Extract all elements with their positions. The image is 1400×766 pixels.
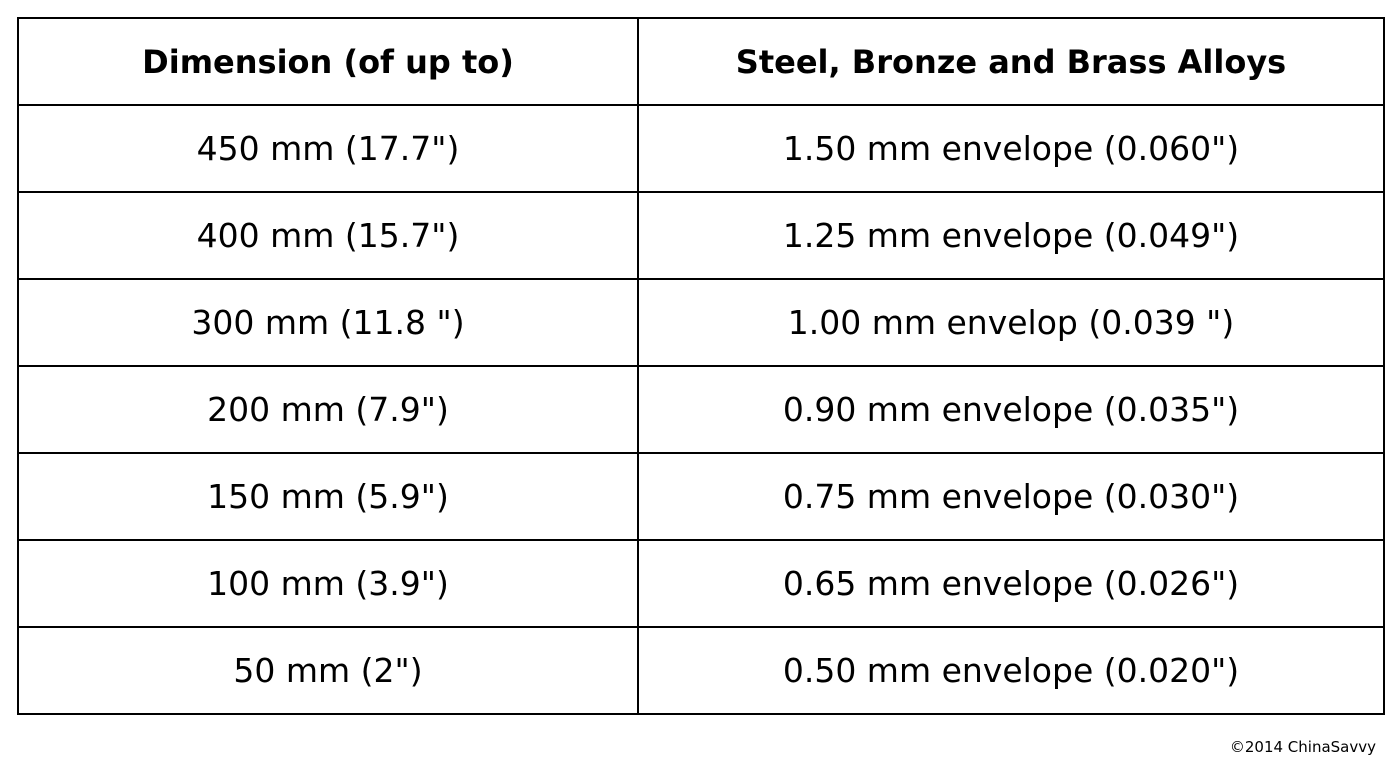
- dimension-cell: 50 mm (2"): [17, 626, 639, 715]
- dimension-cell: 450 mm (17.7"): [17, 104, 639, 193]
- dimension-cell: 200 mm (7.9"): [17, 365, 639, 454]
- table-row: 100 mm (3.9") 0.65 mm envelope (0.026"): [17, 539, 1385, 628]
- table-row: 50 mm (2") 0.50 mm envelope (0.020"): [17, 626, 1385, 715]
- table-row: 450 mm (17.7") 1.50 mm envelope (0.060"): [17, 104, 1385, 193]
- tolerance-table: Dimension (of up to) Steel, Bronze and B…: [17, 17, 1385, 715]
- tolerance-cell: 1.25 mm envelope (0.049"): [637, 191, 1385, 280]
- dimension-cell: 400 mm (15.7"): [17, 191, 639, 280]
- tolerance-cell: 0.90 mm envelope (0.035"): [637, 365, 1385, 454]
- copyright-notice: ©2014 ChinaSavvy: [1229, 738, 1376, 756]
- header-row: Dimension (of up to) Steel, Bronze and B…: [17, 17, 1385, 106]
- table-row: 400 mm (15.7") 1.25 mm envelope (0.049"): [17, 191, 1385, 280]
- header-alloys: Steel, Bronze and Brass Alloys: [637, 17, 1385, 106]
- tolerance-cell: 0.50 mm envelope (0.020"): [637, 626, 1385, 715]
- table-row: 300 mm (11.8 ") 1.00 mm envelop (0.039 "…: [17, 278, 1385, 367]
- tolerance-cell: 0.65 mm envelope (0.026"): [637, 539, 1385, 628]
- table-row: 150 mm (5.9") 0.75 mm envelope (0.030"): [17, 452, 1385, 541]
- tolerance-cell: 0.75 mm envelope (0.030"): [637, 452, 1385, 541]
- dimension-cell: 150 mm (5.9"): [17, 452, 639, 541]
- header-dimension: Dimension (of up to): [17, 17, 639, 106]
- tolerance-cell: 1.00 mm envelop (0.039 "): [637, 278, 1385, 367]
- table-row: 200 mm (7.9") 0.90 mm envelope (0.035"): [17, 365, 1385, 454]
- tolerance-cell: 1.50 mm envelope (0.060"): [637, 104, 1385, 193]
- dimension-cell: 300 mm (11.8 "): [17, 278, 639, 367]
- dimension-cell: 100 mm (3.9"): [17, 539, 639, 628]
